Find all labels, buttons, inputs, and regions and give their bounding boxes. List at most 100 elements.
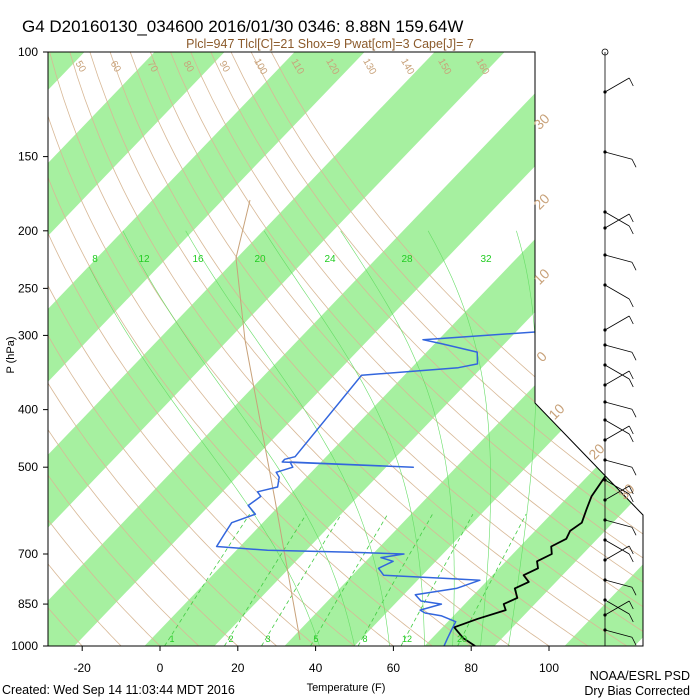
isotherm-band [564,52,643,646]
dry-adiabat [190,52,643,646]
x-tick-label: 40 [309,661,323,675]
isotherm-c-label: 0 [533,348,550,365]
x-tick-label: 20 [231,661,245,675]
mixing-ratio-line [261,513,342,646]
wind-barb [604,425,630,441]
series-line-2 [652,340,656,356]
mixing-ratio-label-lower: 8 [362,634,367,644]
wind-barb-flag [631,409,637,418]
mixing-ratio-line [310,513,389,646]
mixing-ratio-label: 28 [401,254,413,265]
theta-label: 100 [251,57,269,77]
wind-barb [604,344,633,353]
wind-barb-flag [631,159,637,168]
mixing-ratio-label: 32 [480,254,492,265]
wind-barb [604,545,630,561]
moist-adiabats [88,230,537,646]
mixing-ratio-label-lower: 5 [313,634,318,644]
dry-adiabat [48,52,134,646]
wind-barb-flag [628,213,634,223]
x-tick-label: 60 [387,661,401,675]
x-tick-label: -20 [74,661,92,675]
bias-label: Dry Bias Corrected [584,684,690,698]
dry-adiabat [48,52,292,646]
org-label: NOAA/ESRL PSD [590,669,690,683]
mixing-ratio-label-lower: 2 [228,634,233,644]
wind-barb [604,579,633,588]
wind-barb-flag [628,77,634,87]
wind-barb [604,211,630,227]
dry-adiabat [48,52,450,646]
y-tick-label: 100 [18,45,38,59]
mixing-ratio-label: 24 [324,254,336,265]
mixing-ratio-label: 20 [254,254,266,265]
wind-barb [604,315,630,331]
created-timestamp: Created: Wed Sep 14 11:03:44 MDT 2016 [2,683,235,697]
isotherm-band [48,52,643,646]
moist-adiabat [122,230,355,646]
wind-barb-flag [628,485,634,495]
wind-barb [604,151,633,160]
dry-adiabat [48,52,253,646]
mixing-ratio-label: 8 [92,254,98,265]
wind-barb [604,254,633,263]
y-tick-label: 250 [18,281,38,295]
series-line-0 [453,188,643,646]
x-tick-label: 100 [539,661,559,675]
dry-adiabat [250,52,643,646]
dry-adiabat [129,52,643,646]
y-tick-label: 850 [18,597,38,611]
wind-barb-flag [628,553,634,563]
isotherm-band [424,52,643,646]
moist-adiabat [185,230,390,646]
mixing-ratio-label-lower: 12 [402,634,412,644]
wind-calm-circle [601,48,609,56]
moist-adiabat [88,266,320,646]
x-tick-label: 80 [465,661,479,675]
theta-label: 80 [181,59,196,75]
wind-barb [604,459,633,468]
wind-barb-flag [628,613,634,623]
wind-barb [604,599,630,615]
theta-label: 60 [108,59,123,75]
wind-barb-flag [631,352,637,361]
wind-barb-flag [628,370,634,380]
wind-barb [604,519,633,528]
isotherm-band [48,52,505,646]
x-tick-label: 0 [157,661,164,675]
wind-barb [604,600,630,616]
wind-barb [604,77,630,93]
y-tick-label: 500 [18,460,38,474]
wind-barb-flag [628,225,634,235]
wind-barb [604,485,630,501]
wind-barb-flag [628,378,634,388]
isotherm-band [48,52,365,646]
wind-barb [604,479,630,495]
dry-adiabat [170,52,643,646]
dry-adiabat [150,52,643,646]
isotherm-c-label: 20 [530,190,552,212]
dry-adiabat [270,52,643,646]
mixing-ratio-line [164,513,250,646]
y-axis-label: P (hPa) [5,336,17,373]
dry-adiabat [48,52,410,646]
dry-adiabat [49,52,529,646]
wind-barb [604,370,630,386]
dry-adiabat [89,52,608,646]
wind-barb-flag [628,545,634,555]
wind-barbs [601,48,637,646]
dry-adiabat [48,52,371,646]
dry-adiabat [48,52,213,646]
mixing-ratio-label-lower: 20 [457,634,467,644]
dry-adiabat [48,52,489,646]
mixing-ratio-label: 12 [138,254,150,265]
wind-barb [604,284,630,300]
green-isotherm-bands [48,52,643,646]
dry-adiabats [48,52,643,646]
mixing-ratio-line [457,514,527,646]
mixing-ratio-label-lower: 1 [169,634,174,644]
y-tick-label: 400 [18,403,38,417]
theta-label: 90 [217,59,232,75]
x-axis-label: Temperature (F) [307,682,386,694]
